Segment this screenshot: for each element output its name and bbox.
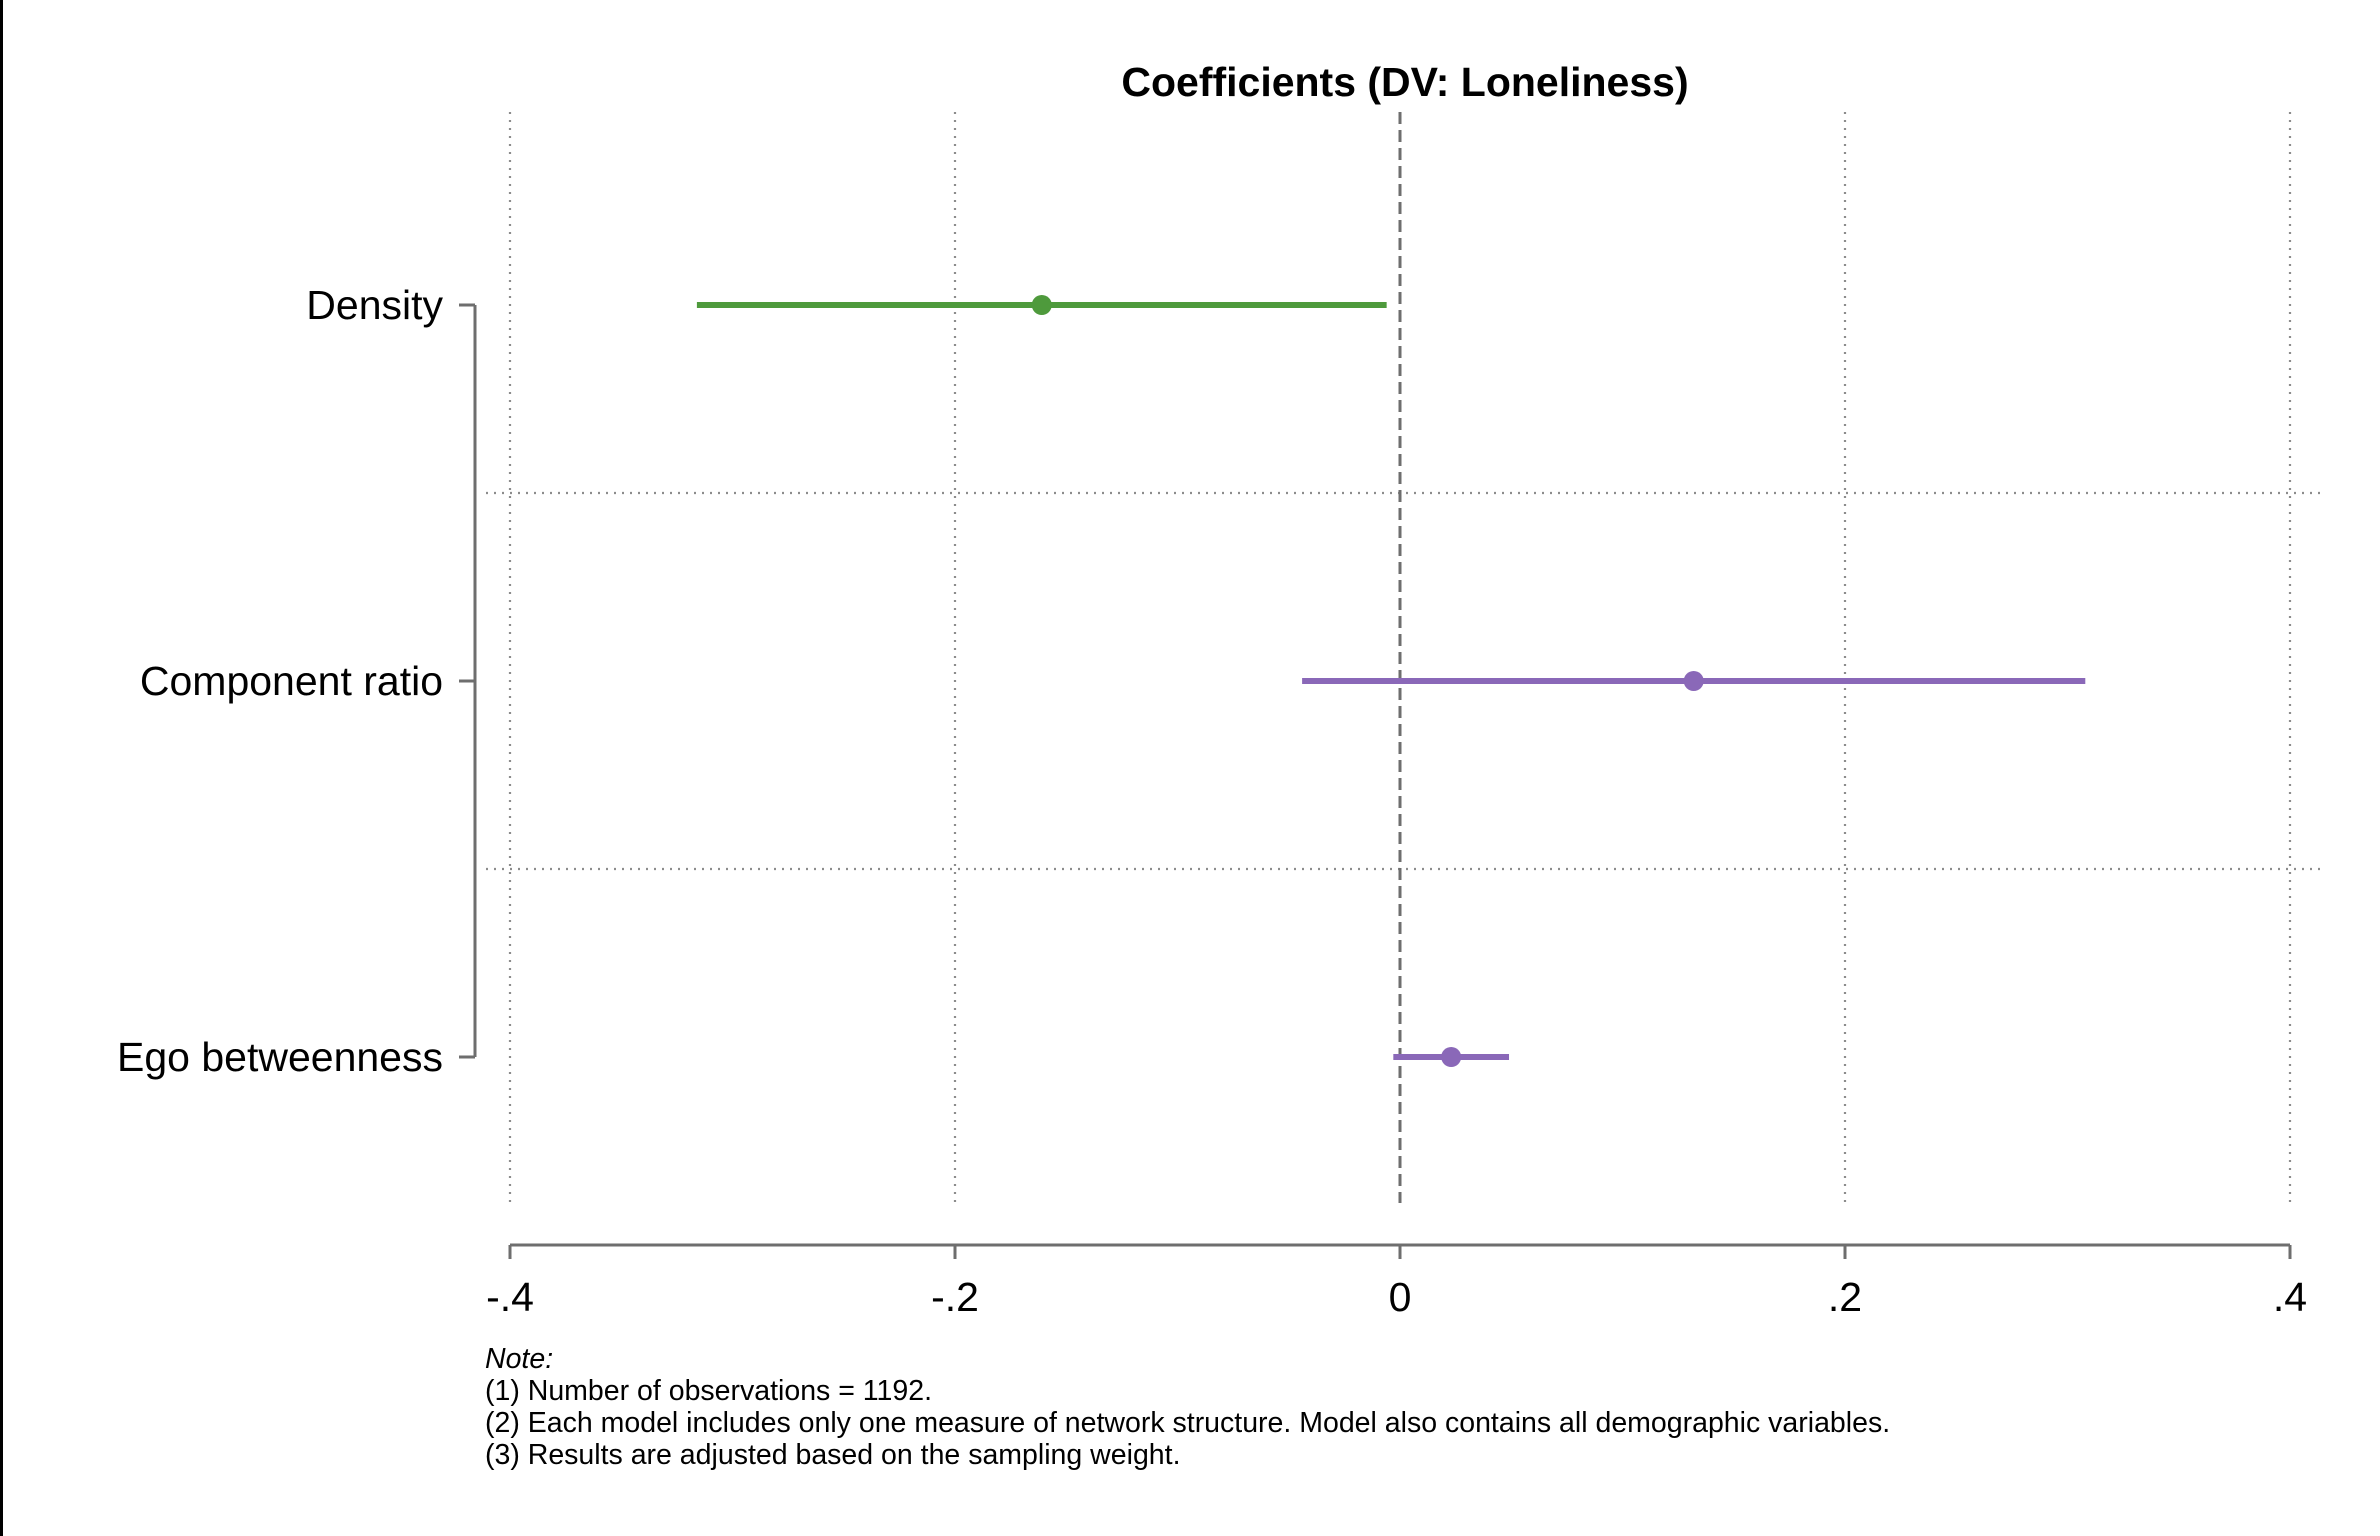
x-tick-label: -.2 xyxy=(931,1274,979,1320)
note-line-3: (3) Results are adjusted based on the sa… xyxy=(485,1439,1181,1471)
x-tick-label: .2 xyxy=(1828,1274,1862,1320)
x-tick-label: .4 xyxy=(2273,1274,2307,1320)
plot-marks xyxy=(696,295,2086,1067)
point-estimate xyxy=(1031,295,1052,315)
coefficient-chart: Coefficients (DV: Loneliness) -.4 -.2 0 .2.… xyxy=(117,59,2325,1320)
chart-title: Coefficients (DV: Loneliness) xyxy=(1121,59,1688,105)
x-tick-label: 0 xyxy=(1389,1274,1412,1320)
category-label: Ego betweenness xyxy=(117,1034,443,1080)
x-tick-label: -.4 xyxy=(486,1274,534,1320)
axes: -.4 -.2 0 .2 .4 Density Component ratio Ego bet… xyxy=(117,282,2307,1320)
category-label: Component ratio xyxy=(140,658,443,704)
note-line-2: (2) Each model includes only one measure… xyxy=(485,1407,1891,1439)
notes: Note: (1) Number of observations = 1192.… xyxy=(485,1343,2285,1471)
category-label: Density xyxy=(306,282,443,328)
note-heading: Note: xyxy=(485,1343,554,1375)
point-estimate xyxy=(1441,1047,1462,1067)
grid xyxy=(486,112,2325,1203)
point-estimate xyxy=(1683,671,1704,691)
note-line-1: (1) Number of observations = 1192. xyxy=(485,1375,932,1407)
